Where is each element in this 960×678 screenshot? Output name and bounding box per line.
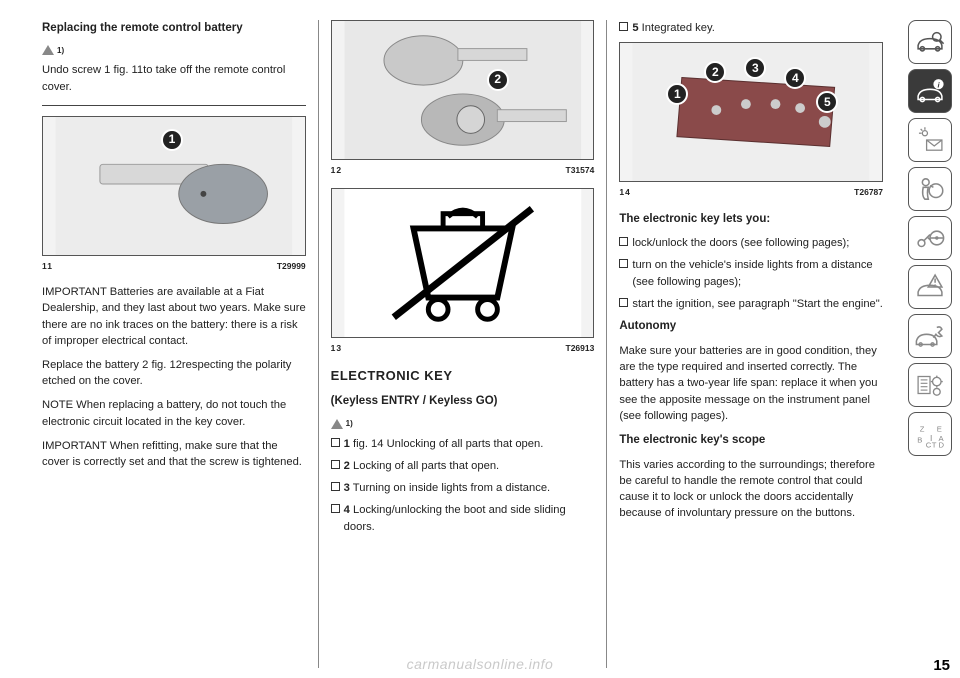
bullet-4: 4 Locking/unlocking the boot and side sl… (331, 502, 595, 534)
square-bullet-icon (619, 22, 628, 31)
bullet-2: 2 Locking of all parts that open. (331, 458, 595, 474)
section-title: ELECTRONIC KEY (331, 367, 595, 386)
bullet-text: turn on the vehicle's inside lights from… (632, 257, 883, 289)
bullet-text: lock/unlock the doors (see following pag… (632, 235, 849, 251)
warning-number: 1) (57, 45, 64, 57)
bullet-3: 3 Turning on inside lights from a distan… (331, 480, 595, 496)
column-3: 5 Integrated key. 1 2 3 4 5 (607, 20, 895, 668)
scope-text: This varies according to the surrounding… (619, 457, 883, 522)
manual-page: Replacing the remote control battery 1) … (0, 0, 960, 678)
square-bullet-icon (619, 298, 628, 307)
figure-11: 1 (42, 116, 306, 256)
fig-num: 12 (331, 164, 342, 176)
square-bullet-icon (331, 460, 340, 469)
figure-14-caption: 14 T26787 (619, 184, 883, 200)
callout-1: 1 (161, 129, 183, 151)
figure-14: 1 2 3 4 5 (619, 42, 883, 182)
important-note-2: IMPORTANT When refitting, make sure that… (42, 438, 306, 470)
watermark: carmanualsonline.info (407, 656, 554, 672)
square-bullet-icon (619, 259, 628, 268)
figure-12-caption: 12 T31574 (331, 162, 595, 178)
section-nav-sidebar: i ZEBACDIT (905, 0, 960, 678)
nav-lights[interactable] (908, 118, 952, 162)
nav-car-service[interactable] (908, 314, 952, 358)
fig-num: 11 (42, 260, 53, 272)
scope-heading: The electronic key's scope (619, 432, 883, 449)
nav-car-search[interactable] (908, 20, 952, 64)
ly-bullet-1: lock/unlock the doors (see following pag… (619, 235, 883, 251)
nav-index[interactable]: ZEBACDIT (908, 412, 952, 456)
bullet-text: 5 Integrated key. (632, 20, 715, 36)
callout-2: 2 (487, 69, 509, 91)
ly-bullet-2: turn on the vehicle's inside lights from… (619, 257, 883, 289)
note-text: NOTE When replacing a battery, do not to… (42, 397, 306, 429)
figure-13-caption: 13 T26913 (331, 340, 595, 356)
nav-key-wheel[interactable] (908, 216, 952, 260)
column-1: Replacing the remote control battery 1) … (30, 20, 319, 668)
lets-you-heading: The electronic key lets you: (619, 211, 883, 228)
bullet-5: 5 Integrated key. (619, 20, 883, 36)
content-columns: Replacing the remote control battery 1) … (0, 0, 905, 678)
nav-specs[interactable] (908, 363, 952, 407)
fig-code: T26913 (566, 342, 595, 354)
bullet-text: 3 Turning on inside lights from a distan… (344, 480, 550, 496)
nav-car-info[interactable]: i (908, 69, 952, 113)
square-bullet-icon (331, 438, 340, 447)
section-heading: Replacing the remote control battery (42, 20, 306, 37)
nav-car-warning[interactable] (908, 265, 952, 309)
section-subtitle: (Keyless ENTRY / Keyless GO) (331, 393, 595, 410)
figure-13 (331, 188, 595, 338)
warning-ref: 1) (42, 45, 306, 57)
warning-triangle-icon (331, 419, 343, 429)
square-bullet-icon (331, 482, 340, 491)
figure-12: 2 (331, 20, 595, 160)
bullet-1: 1 fig. 14 Unlocking of all parts that op… (331, 436, 595, 452)
fig-code: T26787 (854, 186, 883, 198)
page-number: 15 (933, 657, 950, 674)
svg-text:D: D (939, 441, 945, 450)
square-bullet-icon (619, 237, 628, 246)
fig-num: 14 (619, 186, 630, 198)
svg-text:E: E (937, 424, 942, 433)
fig-num: 13 (331, 342, 342, 354)
nav-airbag[interactable] (908, 167, 952, 211)
ly-bullet-3: start the ignition, see paragraph "Start… (619, 296, 883, 312)
bullet-text: 1 fig. 14 Unlocking of all parts that op… (344, 436, 544, 452)
svg-text:Z: Z (920, 424, 925, 433)
fig-code: T31574 (566, 164, 595, 176)
replace-text: Replace the battery 2 fig. 12respecting … (42, 357, 306, 389)
divider (42, 105, 306, 106)
figure-11-caption: 11 T29999 (42, 258, 306, 274)
svg-text:B: B (917, 436, 922, 445)
intro-text: Undo screw 1 fig. 11to take off the remo… (42, 62, 306, 94)
svg-text:T: T (932, 441, 937, 450)
important-note-1: IMPORTANT Batteries are available at a F… (42, 284, 306, 349)
autonomy-heading: Autonomy (619, 318, 883, 335)
warning-triangle-icon (42, 45, 54, 55)
warning-ref: 1) (331, 418, 595, 430)
column-2: 2 12 T31574 13 T26913 (319, 20, 608, 668)
square-bullet-icon (331, 504, 340, 513)
bullet-text: start the ignition, see paragraph "Start… (632, 296, 883, 312)
bullet-text: 2 Locking of all parts that open. (344, 458, 500, 474)
autonomy-text: Make sure your batteries are in good con… (619, 343, 883, 424)
bullet-text: 4 Locking/unlocking the boot and side sl… (344, 502, 595, 534)
warning-number: 1) (346, 418, 353, 430)
fig-code: T29999 (277, 260, 306, 272)
